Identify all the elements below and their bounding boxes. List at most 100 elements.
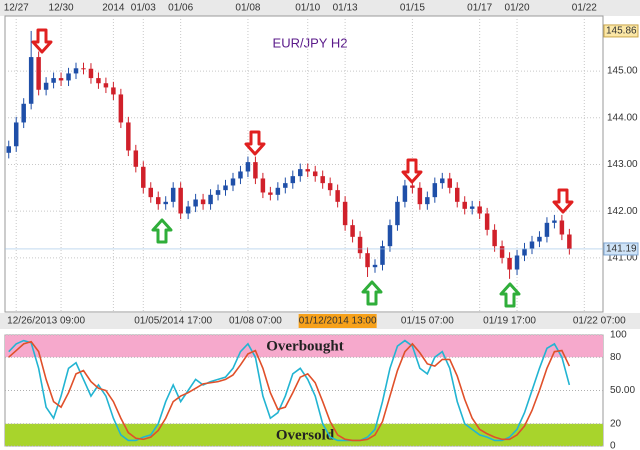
zone-label: Overbought <box>266 339 344 355</box>
chart-title: EUR/JPY H2 <box>273 35 348 50</box>
candle-body <box>28 57 34 104</box>
x-tick-label: 01/05/2014 17:00 <box>134 316 212 327</box>
candle-body <box>320 176 325 184</box>
y-tick-label: 0 <box>610 441 616 450</box>
candle-body <box>253 162 258 179</box>
buy-arrow <box>361 280 383 306</box>
sell-arrow <box>31 28 53 54</box>
x-tick-label: 01/10 <box>295 3 320 14</box>
candle-body <box>155 197 161 205</box>
x-tick-label: 01/08 07:00 <box>229 316 282 327</box>
x-tick-label: 12/26/2013 09:00 <box>7 316 85 327</box>
candle-body <box>410 185 415 188</box>
candle-body <box>507 257 512 270</box>
candle-body <box>13 122 19 147</box>
candle-body <box>327 183 333 191</box>
x-tick-label: 01/08 <box>235 3 260 14</box>
last-price-label: 141.19 <box>606 244 637 255</box>
candle-body <box>492 229 497 247</box>
candle-body <box>103 83 109 88</box>
candle-body <box>312 171 318 177</box>
candle-body <box>66 73 71 81</box>
x-tick-label: 12/30 <box>49 3 74 14</box>
candle-body <box>537 236 542 242</box>
candle-body <box>58 78 64 81</box>
sell-arrow <box>552 188 574 214</box>
candle-body <box>402 185 408 202</box>
candle-body <box>88 68 94 79</box>
last-price-box <box>603 242 639 256</box>
candle-body <box>522 248 527 256</box>
candle-body <box>73 68 79 74</box>
candle-body <box>514 255 520 270</box>
candle-body <box>230 178 236 186</box>
x-tick-label: 01/13 <box>333 3 358 14</box>
candle-body <box>36 57 41 90</box>
y-tick-label: 143.00 <box>607 159 638 170</box>
y-tick-label: 100 <box>610 330 627 341</box>
candle-body <box>559 220 565 235</box>
x-tick-label: 12/27 <box>4 3 29 14</box>
candle-body <box>552 220 557 223</box>
candle-body <box>208 194 213 205</box>
candle-body <box>178 187 183 214</box>
candle-body <box>484 213 490 230</box>
candle-body <box>567 234 572 249</box>
x-tick-label: 01/06 <box>168 3 193 14</box>
candle-body <box>365 253 370 268</box>
candle-body <box>477 206 482 214</box>
zone-label: Oversold <box>276 427 335 443</box>
x-tick-label: 01/19 17:00 <box>483 316 536 327</box>
candle-body <box>290 176 296 184</box>
y-tick-label: 80 <box>610 352 622 363</box>
y-tick-label: 20 <box>610 418 622 429</box>
candle-body <box>126 122 131 151</box>
candle-body <box>462 201 467 209</box>
x-tick-label: 2014 <box>102 3 125 14</box>
candle-body <box>417 187 423 205</box>
candle-body <box>425 197 430 205</box>
candle-body <box>21 103 26 123</box>
candle-body <box>432 183 438 198</box>
candle-body <box>245 162 251 172</box>
candle-body <box>185 206 191 214</box>
x-tick-label: 01/22 07:00 <box>573 316 626 327</box>
candle-body <box>283 183 288 188</box>
candle-body <box>342 201 348 226</box>
x-tick-label: 01/03 <box>131 3 156 14</box>
candle-body <box>193 199 198 207</box>
candle-body <box>96 78 101 84</box>
candle-body <box>275 187 281 195</box>
candle-body <box>6 146 11 153</box>
stochastic-line <box>8 339 571 442</box>
candle-body <box>440 178 445 184</box>
candle-body <box>118 94 124 123</box>
y-tick-label: 145.00 <box>607 66 638 77</box>
candle-body <box>499 246 505 258</box>
buy-arrow <box>151 218 173 244</box>
candle-body <box>260 178 266 193</box>
candle-body <box>81 68 86 70</box>
label-highlight <box>298 314 377 328</box>
candle-body <box>395 201 400 226</box>
candle-body <box>469 206 475 209</box>
candle-body <box>454 187 460 202</box>
candle-body <box>163 201 168 205</box>
top-axis-strip <box>0 0 640 16</box>
candle-body <box>298 169 303 177</box>
x-tick-label: 01/15 07:00 <box>401 316 454 327</box>
sell-arrow <box>244 130 266 156</box>
candle-body <box>380 246 385 265</box>
sell-arrow <box>401 158 423 184</box>
candle-body <box>215 190 221 195</box>
candle-body <box>111 87 116 95</box>
y-tick-label: 141.00 <box>607 252 638 263</box>
candle-body <box>148 187 154 198</box>
candle-body <box>43 82 49 90</box>
x-tick-label: 01/15 <box>400 3 425 14</box>
candle-body <box>223 185 228 191</box>
y-tick-label: 144.00 <box>607 112 638 123</box>
candle-body <box>268 192 273 195</box>
buy-arrow <box>499 282 521 308</box>
